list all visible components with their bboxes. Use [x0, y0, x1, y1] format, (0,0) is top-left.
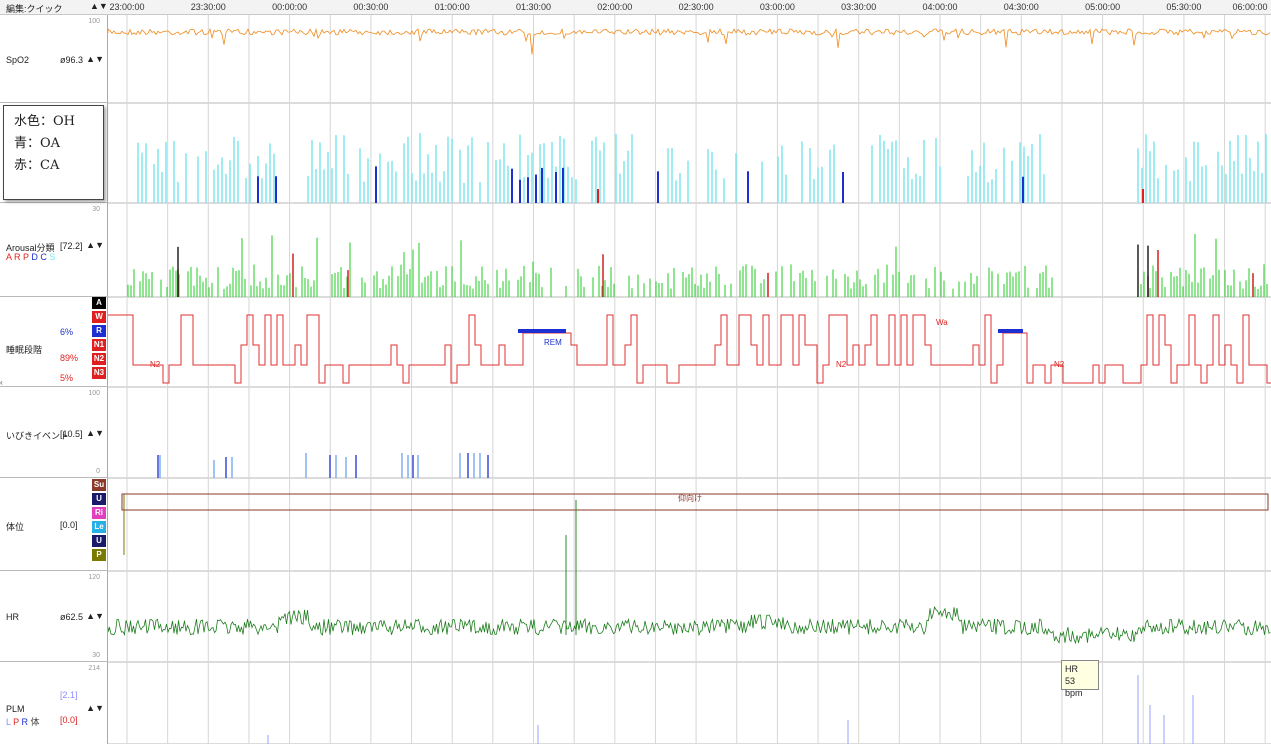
spo2-label: SpO2	[6, 55, 30, 65]
level-label-box: P	[92, 549, 106, 561]
level-label-box: Ri	[92, 507, 106, 519]
time-tick-label: 00:30:00	[353, 2, 389, 12]
collapse-handle-icon[interactable]: ‹	[0, 378, 3, 387]
legend-letter: R	[21, 717, 31, 727]
stage-pct-n2: 89%	[60, 353, 79, 363]
legend-oh: 水色：OH	[14, 114, 75, 129]
level-label-box: U	[92, 493, 106, 505]
snore-label-row: 100 いびきイベント [10.5] ▲▼ 0	[0, 387, 108, 478]
hr-value: ø62.5	[60, 612, 84, 622]
time-tick-label: 05:30:00	[1166, 2, 1202, 12]
hr-scale-max: 120	[88, 574, 100, 581]
time-axis-bar: 編集:クイック ▲▼ 23:00:00 23:30:00 00:00:00 00:30…	[0, 0, 1271, 15]
time-tick-label: 00:00:00	[272, 2, 308, 12]
spo2-label-row: 100 SpO2 ø96.3 ▲▼	[0, 15, 108, 103]
position-value: [0.0]	[60, 520, 78, 530]
arousal-legend: A R P D C S	[6, 252, 55, 262]
level-label-box: N2	[92, 353, 106, 365]
position-label-row: 体位 [0.0] Su U Ri Le U P	[0, 478, 108, 571]
hr-scale-arrows[interactable]: ▲▼	[86, 611, 104, 621]
legend-letter: P	[13, 717, 22, 727]
snore-scale-arrows[interactable]: ▲▼	[86, 428, 104, 438]
hr-label-row: 120 HR ø62.5 ▲▼ 30	[0, 571, 108, 662]
plm-scale-max: 214	[88, 665, 100, 672]
legend-letter: A	[6, 252, 15, 262]
plm-label: PLM	[6, 704, 25, 714]
legend-letter: 体	[30, 717, 40, 727]
level-label-box: U	[92, 535, 106, 547]
spo2-trace	[108, 27, 1271, 55]
legend-letter: L	[6, 717, 14, 727]
level-label-box: A	[92, 297, 106, 309]
snore-label: いびきイベント	[6, 431, 70, 441]
arousal-value: [72.2]	[60, 241, 83, 251]
stage-label: 睡眠段階	[6, 345, 43, 355]
level-label-box: Le	[92, 521, 106, 533]
arousal-scale-max: 30	[92, 206, 100, 213]
level-label-box: W	[92, 311, 106, 323]
time-tick-label: 23:30:00	[190, 2, 226, 12]
time-tick-label: 02:00:00	[597, 2, 633, 12]
polysomnography-chart[interactable]: N2 REM N2 Wa N2 仰向け	[108, 15, 1271, 744]
spo2-scale-arrows[interactable]: ▲▼	[86, 54, 104, 64]
level-label-box: R	[92, 325, 106, 337]
rem-marker	[518, 329, 566, 333]
legend-oa: 青：OA	[14, 136, 61, 151]
stage-annotation: N2	[1054, 360, 1065, 369]
time-tick-label: 05:00:00	[1085, 2, 1121, 12]
plm-scale-arrows[interactable]: ▲▼	[86, 703, 104, 713]
legend-letter: C	[40, 252, 50, 262]
legend-ca: 赤：CA	[14, 158, 60, 173]
hr-scale-min: 30	[92, 652, 100, 659]
plm-value-2: [0.0]	[60, 715, 78, 725]
snore-scale-max: 100	[88, 390, 100, 397]
time-tick-label: 23:00:00	[109, 2, 145, 12]
plm-value-1: [2.1]	[60, 690, 78, 700]
time-tick-label: 03:30:00	[841, 2, 877, 12]
hr-tooltip: HR 53 bpm	[1061, 660, 1099, 698]
stage-annotation: Wa	[936, 318, 948, 327]
plm-label-row: 214 [2.1] PLM ▲▼ L P R 体 [0.0]	[0, 662, 108, 744]
time-tick-label: 01:00:00	[434, 2, 470, 12]
stage-annotation: N2	[836, 360, 847, 369]
stage-annotation: REM	[544, 338, 562, 347]
arousal-scale-arrows[interactable]: ▲▼	[86, 240, 104, 250]
hypnogram-trace	[108, 314, 1271, 384]
level-label-box: N1	[92, 339, 106, 351]
plm-legend: L P R 体	[6, 715, 40, 728]
time-scroll-arrows[interactable]: ▲▼	[90, 1, 108, 11]
stage-pct-rem: 6%	[60, 327, 74, 337]
tooltip-value: 53 bpm	[1065, 676, 1083, 698]
time-tick-label: 06:00:00	[1232, 2, 1268, 12]
time-tick-label: 01:30:00	[515, 2, 552, 12]
tooltip-title: HR	[1065, 664, 1078, 674]
stage-pct-n3: 5%	[60, 373, 74, 383]
hr-label: HR	[6, 612, 19, 622]
position-label: 体位	[6, 522, 25, 532]
time-tick-label: 04:30:00	[1003, 2, 1039, 12]
rem-marker	[998, 329, 1023, 333]
snore-scale-min: 0	[96, 468, 100, 475]
time-tick-label: 03:00:00	[759, 2, 795, 12]
snore-value: [10.5]	[60, 429, 83, 439]
legend-letter: R	[14, 252, 24, 262]
legend-letter: S	[49, 252, 56, 262]
arousal-label: Arousal分類	[6, 243, 55, 253]
level-label-box: N3	[92, 367, 106, 379]
stage-label-row: 睡眠段階 6% 89% 5% A W R N1 N2 N3	[0, 297, 108, 387]
position-annotation: 仰向け	[678, 493, 702, 503]
legend-letter: P	[23, 252, 32, 262]
spo2-scale-max: 100	[88, 18, 100, 25]
spo2-value: ø96.3	[60, 55, 84, 65]
stage-annotation: N2	[150, 360, 161, 369]
arousal-label-row: 30 Arousal分類 [72.2] ▲▼ A R P D C S	[0, 203, 108, 297]
hr-trace	[108, 605, 1271, 645]
position-supine-band	[121, 493, 1269, 511]
time-tick-label: 02:30:00	[678, 2, 714, 12]
time-tick-label: 04:00:00	[922, 2, 958, 12]
level-label-box: Su	[92, 479, 106, 491]
apnea-color-legend: 水色：OH 青：OA 赤：CA	[3, 105, 104, 200]
edit-mode-label: 編集:クイック	[6, 4, 63, 14]
legend-letter: D	[31, 252, 41, 262]
